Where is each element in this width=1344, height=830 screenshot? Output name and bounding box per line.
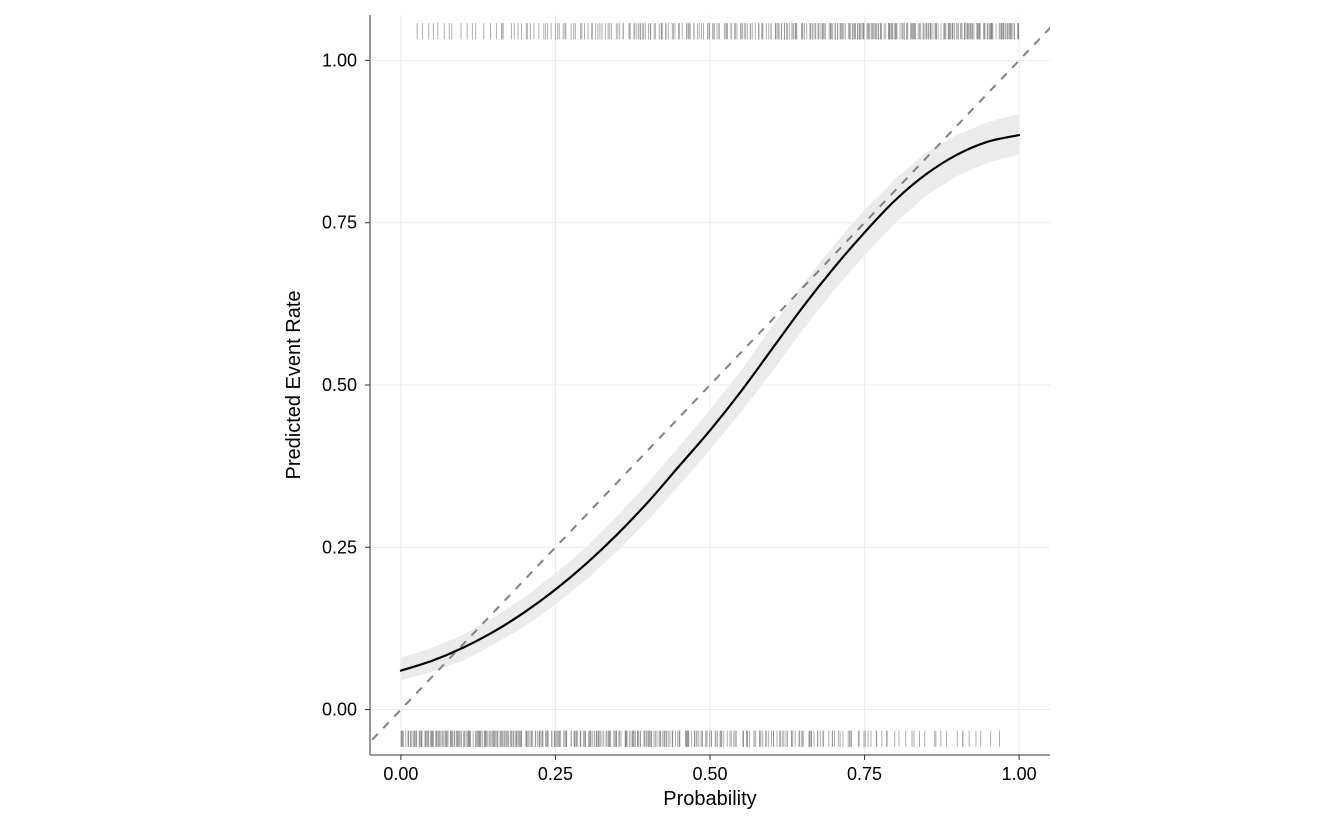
x-tick-label: 0.25 [538,764,573,784]
x-axis-label: Probability [663,788,756,810]
calibration-chart: 0.00 0.25 0.50 0.75 1.00 0.00 0.25 0.50 0.75 1.00… [0,0,1344,830]
chart-svg: 0.00 0.25 0.50 0.75 1.00 0.00 0.25 0.50 0.75 1.00… [0,0,1344,830]
x-tick-label: 0.50 [692,764,727,784]
y-tick-label: 0.50 [322,375,357,395]
x-tick-label: 0.75 [847,764,882,784]
y-tick-label: 0.00 [322,700,357,720]
x-tick-label: 1.00 [1002,764,1037,784]
y-tick-label: 0.75 [322,213,357,233]
y-axis-label: Predicted Event Rate [283,291,305,480]
y-tick-label: 0.25 [322,537,357,557]
y-tick-label: 1.00 [322,50,357,70]
x-tick-label: 0.00 [383,764,418,784]
